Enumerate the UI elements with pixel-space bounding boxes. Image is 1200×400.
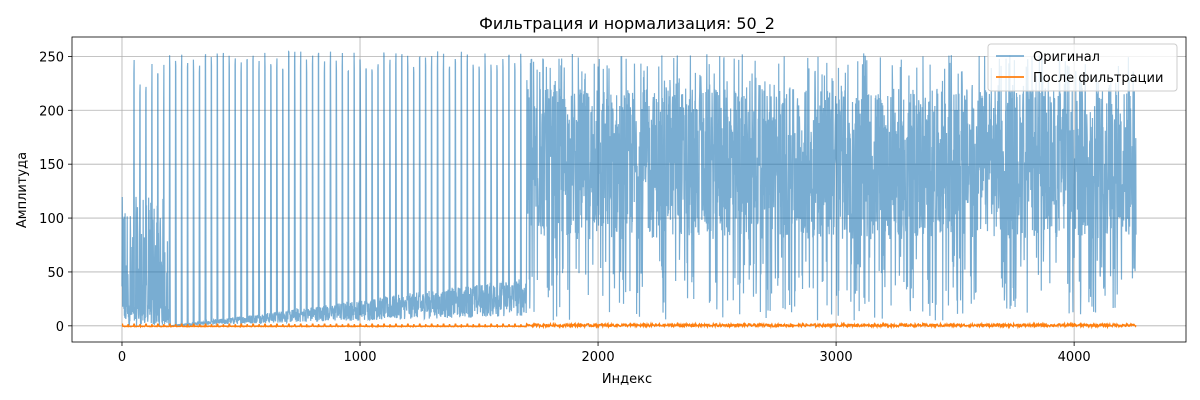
x-tick-label: 1000 [343, 350, 376, 365]
legend-box [987, 43, 1178, 92]
x-axis: 0 1000 2000 3000 4000 [118, 342, 1091, 365]
x-tick-label: 0 [118, 350, 126, 365]
y-axis-label: Амплитуда [15, 152, 30, 228]
chart-title: Фильтрация и нормализация: 50_2 [479, 14, 775, 34]
y-axis: 0 50 100 150 200 250 [39, 50, 72, 335]
series-line-filtered [121, 321, 1137, 330]
y-tick-label: 0 [56, 320, 64, 335]
y-tick-label: 200 [39, 104, 64, 119]
y-tick-label: 50 [47, 266, 64, 281]
x-tick-label: 4000 [1058, 350, 1091, 365]
x-tick-label: 3000 [820, 350, 853, 365]
y-tick-label: 150 [39, 158, 64, 173]
plot-frame [71, 36, 1187, 343]
y-tick-label: 250 [39, 50, 64, 65]
series-line-original [121, 50, 1137, 328]
axes-frame [71, 36, 1187, 343]
x-tick-label: 2000 [582, 350, 615, 365]
legend-label-filtered: После фильтрации [1033, 71, 1163, 86]
legend-label-original: Оригинал [1033, 50, 1100, 65]
x-axis-label: Индекс [602, 372, 652, 387]
legend: Оригинал После фильтрации [987, 43, 1178, 92]
plot-area [121, 50, 1137, 330]
y-tick-label: 100 [39, 212, 64, 227]
